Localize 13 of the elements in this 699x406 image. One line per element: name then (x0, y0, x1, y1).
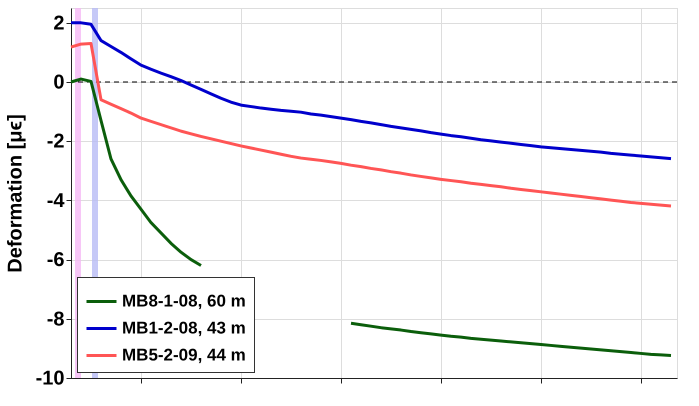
line-series (70, 21, 672, 160)
line-series (70, 42, 672, 208)
legend-label: MB5-2-09, 44 m (122, 346, 246, 364)
y-tick-label: 0 (53, 72, 64, 94)
legend-label: MB1-2-08, 43 m (122, 318, 246, 338)
y-tick-label: 2 (53, 12, 64, 34)
y-axis-title: Deformation [μϵ] (4, 114, 27, 273)
y-tick-label: -2 (46, 130, 64, 153)
y-tick-label: -6 (46, 249, 64, 272)
y-tick-label: -4 (46, 190, 66, 212)
y-tick-label: -8 (46, 308, 64, 330)
y-tick-label: -10 (36, 368, 64, 390)
legend-label: MB8-1-08, 60 m (122, 292, 246, 310)
